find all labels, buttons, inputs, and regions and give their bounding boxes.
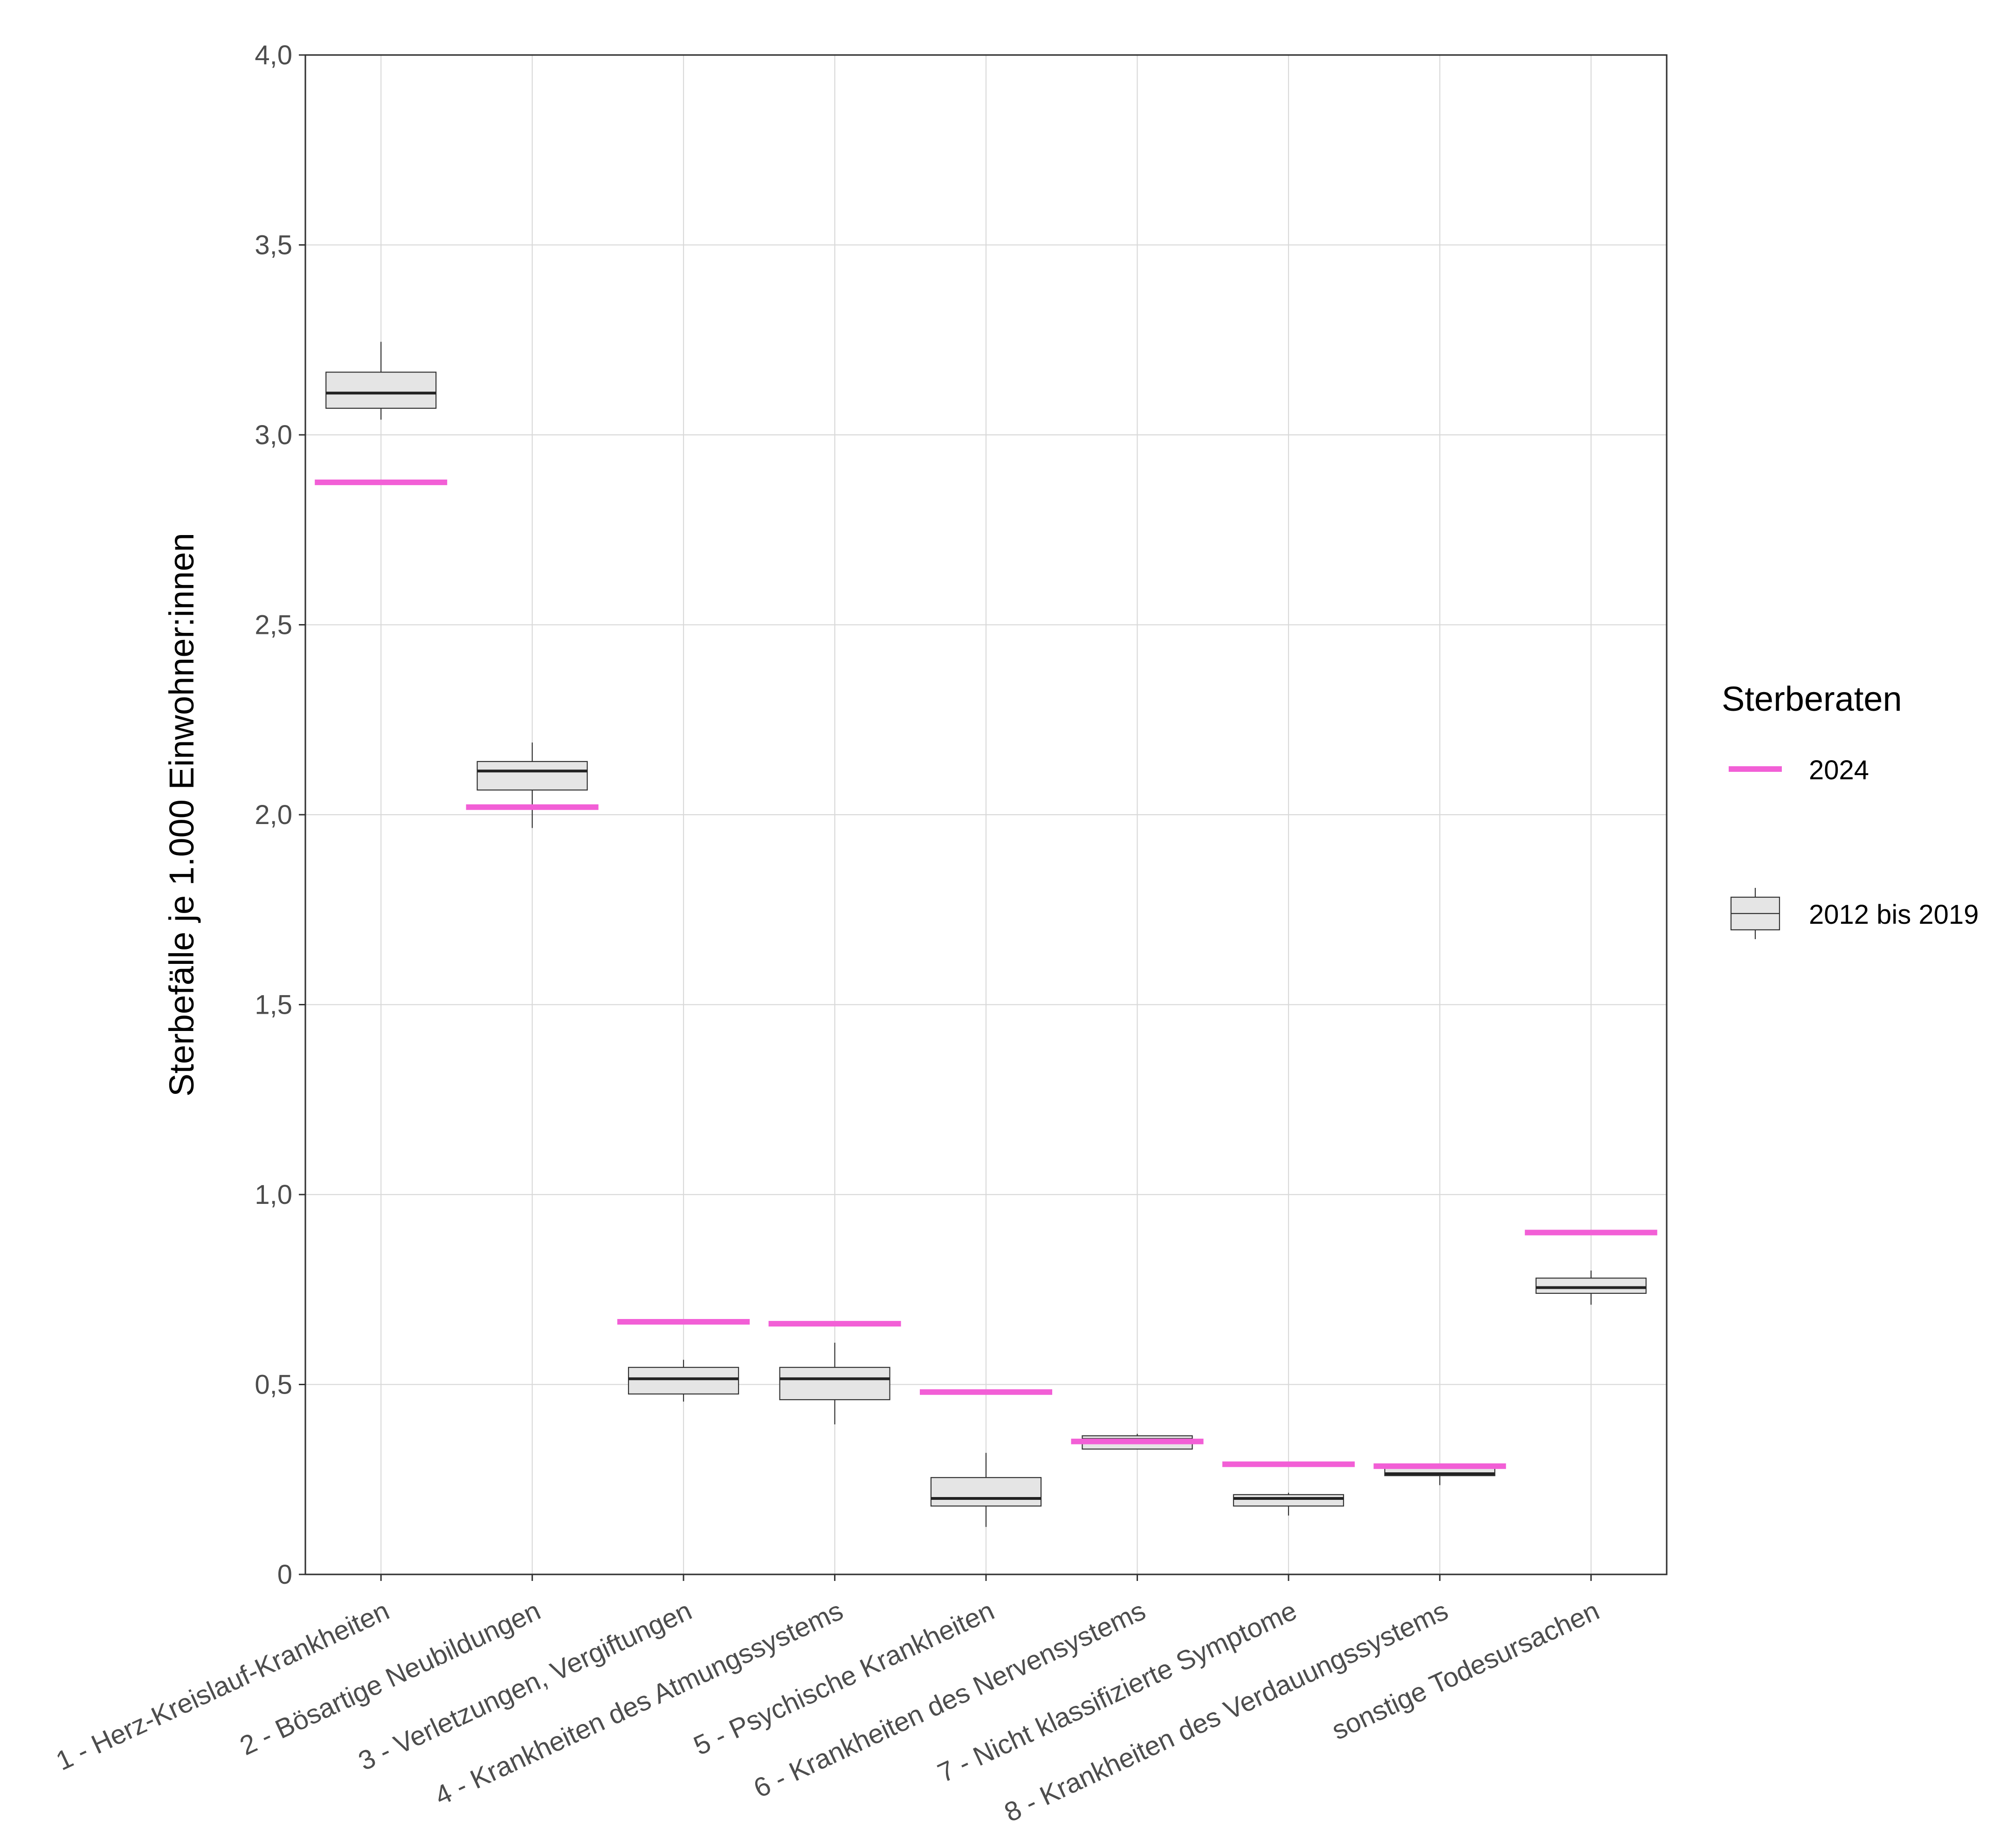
y-tick-label: 0,5 [255,1370,292,1400]
box-body [779,1367,890,1401]
y-tick-label: 1,5 [255,990,292,1020]
y-tick-label: 3,0 [255,420,292,450]
legend-title: Sterberaten [1722,680,1902,718]
y-tick-label: 2,5 [255,610,292,640]
y-axis-title: Sterbefälle je 1.000 Einwohner:innen [162,533,201,1097]
legend-key-box [1730,888,1780,939]
box-body [1233,1494,1344,1507]
box-sonstige-todesursachen [1535,1271,1647,1305]
box-body [476,761,588,791]
box-3-verletzungen-vergiftungen [628,1360,739,1402]
box-body [628,1367,739,1395]
box-body [1535,1278,1647,1294]
legend-label-2024: 2024 [1809,755,1869,785]
plot-panel-border [304,54,1668,1575]
y-tick-label: 2,0 [255,800,292,830]
segment-series-2024 [315,479,1657,1469]
y-tick-label: 4,0 [255,40,292,70]
y-axis: 0 0,5 1,0 1,5 2,0 2,5 3,0 3,5 4,0 [255,40,305,1590]
box-1-herz-kreislauf-krankheiten [325,342,437,420]
box-4-krankheiten-des-atmungssystems [779,1342,890,1425]
legend-label-2012-bis-2019: 2012 bis 2019 [1809,900,1979,930]
box-7-nicht-klassifizierte-symptome [1233,1492,1344,1516]
y-tick-label: 0 [277,1559,292,1590]
legend: Sterberaten 2024 2012 bis 2019 [1722,680,1979,939]
box-5-psychische-krankheiten [930,1453,1042,1527]
y-tick-label: 3,5 [255,230,292,261]
y-tick-label: 1,0 [255,1180,292,1210]
box-body [325,371,437,409]
box-2-boesartige-neubildungen [476,742,588,828]
box-body [930,1477,1042,1507]
